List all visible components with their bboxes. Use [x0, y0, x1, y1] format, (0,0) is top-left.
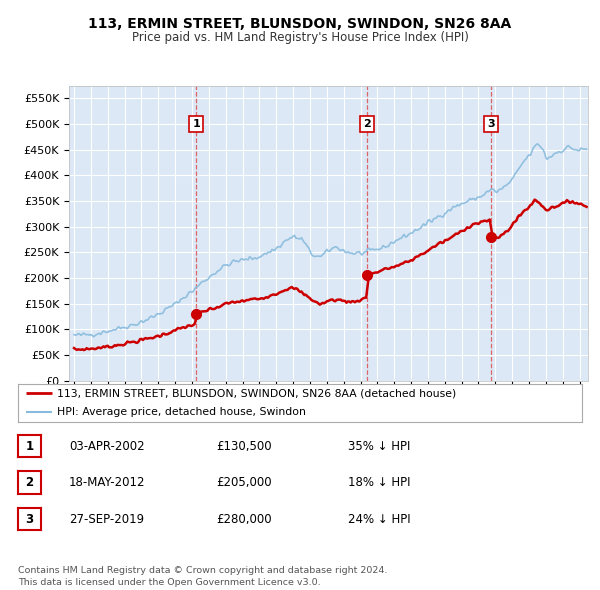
Text: 35% ↓ HPI: 35% ↓ HPI — [348, 440, 410, 453]
Text: 3: 3 — [487, 119, 495, 129]
Text: 18% ↓ HPI: 18% ↓ HPI — [348, 476, 410, 489]
Text: 27-SEP-2019: 27-SEP-2019 — [69, 513, 144, 526]
Text: £205,000: £205,000 — [216, 476, 272, 489]
Text: 113, ERMIN STREET, BLUNSDON, SWINDON, SN26 8AA: 113, ERMIN STREET, BLUNSDON, SWINDON, SN… — [88, 17, 512, 31]
Text: 1: 1 — [193, 119, 200, 129]
Text: Contains HM Land Registry data © Crown copyright and database right 2024.
This d: Contains HM Land Registry data © Crown c… — [18, 566, 388, 587]
Text: 24% ↓ HPI: 24% ↓ HPI — [348, 513, 410, 526]
Text: £130,500: £130,500 — [216, 440, 272, 453]
Text: 1: 1 — [25, 440, 34, 453]
Text: 03-APR-2002: 03-APR-2002 — [69, 440, 145, 453]
Text: HPI: Average price, detached house, Swindon: HPI: Average price, detached house, Swin… — [58, 407, 307, 417]
Text: 18-MAY-2012: 18-MAY-2012 — [69, 476, 146, 489]
Text: 113, ERMIN STREET, BLUNSDON, SWINDON, SN26 8AA (detached house): 113, ERMIN STREET, BLUNSDON, SWINDON, SN… — [58, 388, 457, 398]
Text: 2: 2 — [25, 476, 34, 489]
Text: Price paid vs. HM Land Registry's House Price Index (HPI): Price paid vs. HM Land Registry's House … — [131, 31, 469, 44]
Text: 3: 3 — [25, 513, 34, 526]
Text: 2: 2 — [363, 119, 371, 129]
Text: £280,000: £280,000 — [216, 513, 272, 526]
